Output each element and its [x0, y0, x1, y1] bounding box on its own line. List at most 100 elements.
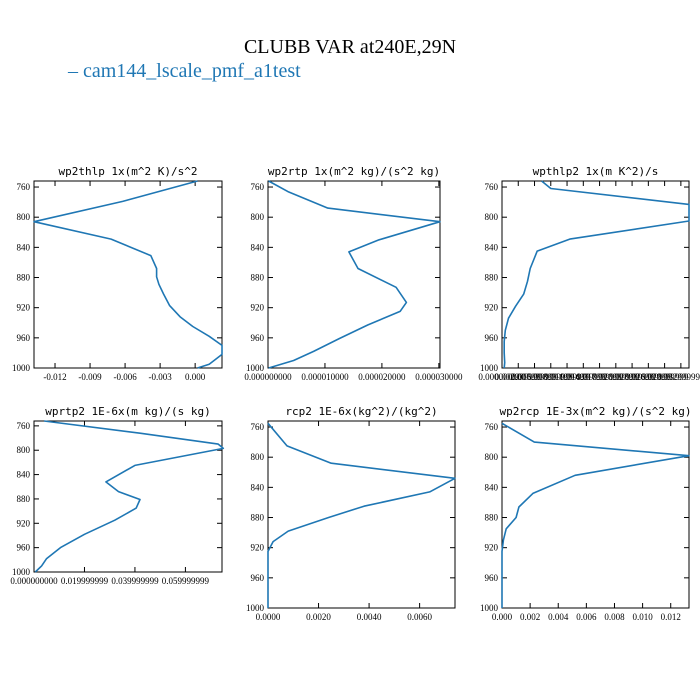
x-tick-label: 0.010: [632, 612, 653, 622]
y-tick-label: 880: [485, 273, 499, 283]
plot-frame: [501, 420, 690, 609]
y-tick-label: 960: [485, 333, 499, 343]
chart-panel-2: wp2rtp 1x(m^2 kg)/(s^2 kg)760 800 840 880 92…: [244, 165, 463, 382]
x-tick-label: 0.000000000: [478, 372, 526, 382]
chart-panel-6: wp2rcp 1E-3x(m^2 kg)/(s^2 kg)760 800 840 88…: [480, 405, 692, 622]
y-tick-label: 800: [251, 212, 265, 222]
x-tick-label: 0.032999999: [657, 372, 700, 382]
legend-label: cam144_lscale_pmf_a1test: [83, 60, 301, 82]
y-tick-label: 760: [17, 182, 31, 192]
series-line: [33, 180, 223, 369]
panel-title: wprtp2 1E-6x(m kg)/(s kg): [45, 405, 211, 418]
x-tick-label: 0.029999999: [641, 372, 689, 382]
series-line: [503, 180, 690, 369]
y-tick-label: 760: [251, 422, 265, 432]
x-tick-label: 0.002: [520, 612, 540, 622]
plot-frame: [33, 420, 223, 573]
chart-panel-5: rcp2 1E-6x(kg^2)/(kg^2) 760 800 840 880 920 96…: [246, 405, 456, 622]
x-tick-label: 0.004: [548, 612, 569, 622]
x-tick-label: 0.0000: [256, 612, 281, 622]
y-tick-label: 880: [17, 494, 31, 504]
x-tick-label: 0.000000000: [10, 576, 58, 586]
series-line: [34, 420, 225, 573]
y-tick-label: 760: [485, 422, 499, 432]
x-tick-label: 0.000000000: [244, 372, 292, 382]
x-tick-label: 0.0040: [357, 612, 382, 622]
y-tick-label: 1000: [246, 603, 265, 613]
plot-frame: [267, 180, 441, 369]
y-tick-label: 1000: [246, 363, 265, 373]
y-tick-label: 920: [17, 303, 31, 313]
x-tick-label: 0.000030000: [415, 372, 463, 382]
y-tick-label: 880: [251, 513, 265, 523]
x-tick-label: 0.011999999: [544, 372, 591, 382]
chart-panel-3: wpthlp2 1x(m K^2)/s 760 800 840 880 920 960 100…: [478, 165, 700, 382]
x-tick-label: -0.009: [78, 372, 102, 382]
x-tick-label: 0.023999999: [608, 372, 656, 382]
y-tick-label: 920: [251, 543, 265, 553]
x-tick-label: 0.000020000: [358, 372, 406, 382]
y-tick-label: 840: [17, 242, 31, 252]
panel-title: rcp2 1E-6x(kg^2)/(kg^2): [285, 405, 437, 418]
x-tick-label: 0.026999999: [625, 372, 673, 382]
y-tick-label: 800: [251, 452, 265, 462]
x-tick-label: -0.012: [43, 372, 66, 382]
x-tick-label: 0.039999999: [111, 576, 159, 586]
y-tick-label: 760: [17, 421, 31, 431]
panel-title: wp2thlp 1x(m^2 K)/s^2: [58, 165, 197, 178]
y-tick-label: 840: [251, 482, 265, 492]
x-tick-label: 0.008: [604, 612, 625, 622]
x-tick-label: 0.000: [185, 372, 206, 382]
y-tick-label: 840: [485, 482, 499, 492]
series-line: [501, 422, 690, 608]
x-tick-label: 0.019999999: [61, 576, 109, 586]
y-tick-label: 800: [17, 445, 31, 455]
y-tick-label: 960: [17, 333, 31, 343]
y-tick-label: 920: [17, 518, 31, 528]
y-tick-label: 880: [251, 273, 265, 283]
plot-frame: [33, 180, 223, 369]
y-tick-label: 840: [17, 470, 31, 480]
x-tick-label: 0.006: [576, 612, 597, 622]
y-tick-label: 1000: [12, 567, 31, 577]
y-tick-label: 960: [485, 573, 499, 583]
series-line: [268, 180, 441, 369]
x-tick-label: 0.012: [661, 612, 681, 622]
x-tick-label: 0.017999999: [576, 372, 624, 382]
y-tick-label: 1000: [12, 363, 31, 373]
series-line: [267, 422, 456, 608]
x-tick-label: 0.020999999: [592, 372, 640, 382]
y-tick-label: 840: [251, 242, 265, 252]
y-tick-label: 760: [485, 182, 499, 192]
x-tick-label: 0.014999999: [560, 372, 608, 382]
y-tick-label: 1000: [480, 603, 499, 613]
plot-frame: [267, 420, 456, 609]
x-tick-label: -0.006: [113, 372, 137, 382]
figure-title: CLUBB VAR at240E,29N: [243, 36, 457, 58]
y-tick-label: 920: [485, 543, 499, 553]
x-tick-label: 0.000: [492, 612, 513, 622]
x-tick-label: 0.059999999: [162, 576, 210, 586]
y-tick-label: 960: [17, 543, 31, 553]
x-tick-label: -0.003: [148, 372, 172, 382]
y-tick-label: 800: [17, 212, 31, 222]
legend-line-icon: –: [68, 60, 78, 82]
y-tick-label: 1000: [480, 363, 499, 373]
chart-panel-1: wp2thlp 1x(m^2 K)/s^2 760 800 840 880 920 960 1…: [12, 165, 223, 382]
panel-title: wp2rcp 1E-3x(m^2 kg)/(s^2 kg): [499, 405, 691, 418]
plot-frame: [501, 180, 690, 369]
x-tick-label: 0.002999999: [495, 372, 543, 382]
y-tick-label: 760: [251, 182, 265, 192]
y-tick-label: 800: [485, 212, 499, 222]
y-tick-label: 960: [251, 573, 265, 583]
y-tick-label: 880: [17, 273, 31, 283]
panel-title: wp2rtp 1x(m^2 kg)/(s^2 kg): [268, 165, 440, 178]
chart-panel-4: wprtp2 1E-6x(m kg)/(s kg) 760 800 840 880 920…: [10, 405, 225, 586]
x-tick-label: 0.0020: [306, 612, 331, 622]
x-tick-label: 0.005999999: [511, 372, 559, 382]
y-tick-label: 920: [251, 303, 265, 313]
x-tick-label: 0.0060: [407, 612, 432, 622]
panel-title: wpthlp2 1x(m K^2)/s: [533, 165, 659, 178]
x-tick-label: 0.008999999: [527, 372, 575, 382]
